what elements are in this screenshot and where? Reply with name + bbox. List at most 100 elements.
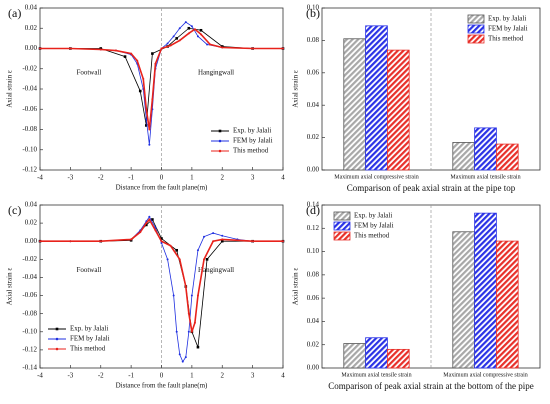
legend-swatch bbox=[467, 14, 485, 24]
y-tick-label: -0.02 bbox=[22, 64, 37, 72]
y-tick-label: 0.08 bbox=[307, 270, 320, 278]
marker bbox=[193, 321, 196, 324]
y-tick-label: 0.04 bbox=[25, 201, 38, 209]
y-tick-label: 0.00 bbox=[25, 44, 38, 52]
bar bbox=[386, 348, 410, 369]
x-tick-label: Maximum axial tensile strain bbox=[450, 174, 520, 180]
legend-label: Exp. by Jalali bbox=[488, 15, 526, 23]
series-line bbox=[40, 216, 283, 363]
x-tick-label: 3 bbox=[251, 174, 255, 182]
legend-label: FEM by Jalali bbox=[233, 137, 273, 145]
legend-swatch bbox=[467, 34, 485, 44]
marker bbox=[99, 240, 102, 243]
y-tick-label: 0.06 bbox=[307, 68, 320, 76]
x-tick-label: 4 bbox=[281, 174, 285, 182]
y-axis-label: Axial strain ε bbox=[6, 268, 14, 306]
marker bbox=[130, 238, 133, 241]
marker bbox=[181, 360, 184, 363]
x-tick-label: 2 bbox=[221, 174, 225, 182]
marker bbox=[251, 47, 254, 50]
legend-label: FEM by Jalali bbox=[488, 25, 528, 33]
marker bbox=[39, 47, 41, 50]
x-tick-label: Maximum axial tensile strain bbox=[341, 372, 411, 378]
y-tick-label: -0.14 bbox=[22, 364, 37, 372]
legend-label: Exp. by Jalali bbox=[70, 325, 108, 333]
marker bbox=[196, 249, 199, 252]
marker bbox=[196, 345, 200, 349]
y-tick-label: 0.00 bbox=[25, 237, 38, 245]
marker bbox=[175, 37, 178, 40]
marker bbox=[184, 356, 187, 359]
y-tick-label: 0.04 bbox=[307, 101, 320, 109]
marker bbox=[151, 218, 154, 221]
y-tick-label: 0.02 bbox=[307, 133, 320, 141]
y-tick-label: 0.00 bbox=[307, 364, 320, 372]
marker bbox=[190, 25, 193, 28]
bar bbox=[343, 343, 366, 369]
marker bbox=[178, 27, 181, 30]
legend-label: Exp. by Jalali bbox=[354, 212, 392, 220]
legend-swatch bbox=[333, 221, 351, 231]
marker bbox=[148, 128, 151, 131]
bar bbox=[386, 49, 410, 171]
panel-label: (b) bbox=[306, 6, 320, 20]
marker bbox=[148, 215, 151, 218]
bar bbox=[474, 127, 497, 171]
marker bbox=[212, 240, 215, 243]
marker bbox=[220, 239, 224, 243]
marker bbox=[169, 44, 172, 47]
y-tick-label: -0.04 bbox=[22, 273, 37, 281]
y-tick-label: -0.06 bbox=[22, 291, 37, 299]
marker bbox=[99, 48, 102, 51]
annotation: Footwall bbox=[76, 266, 101, 274]
marker bbox=[154, 229, 157, 232]
y-tick-label: -0.06 bbox=[22, 105, 37, 113]
legend-label: This method bbox=[70, 345, 106, 353]
x-tick-label: -1 bbox=[128, 174, 134, 182]
panel-label: (d) bbox=[306, 203, 320, 217]
panel-label: (c) bbox=[8, 203, 21, 217]
marker bbox=[175, 330, 178, 333]
y-tick-label: 0.08 bbox=[307, 36, 320, 44]
y-tick-label: 0.02 bbox=[25, 219, 38, 227]
marker bbox=[151, 98, 154, 101]
legend-marker bbox=[218, 129, 222, 133]
annotation: Footwall bbox=[76, 68, 101, 76]
marker bbox=[136, 59, 139, 62]
marker bbox=[166, 42, 169, 45]
x-tick-label: 2 bbox=[221, 372, 225, 380]
x-tick-label: -4 bbox=[37, 174, 43, 182]
marker bbox=[160, 240, 163, 243]
marker bbox=[160, 242, 163, 245]
marker bbox=[221, 234, 224, 237]
y-tick-label: -0.12 bbox=[22, 166, 37, 174]
marker bbox=[160, 237, 163, 240]
marker bbox=[138, 89, 142, 93]
marker bbox=[151, 52, 154, 55]
marker bbox=[178, 353, 181, 356]
marker bbox=[184, 285, 187, 288]
bar bbox=[474, 212, 497, 369]
marker bbox=[139, 231, 142, 234]
marker bbox=[221, 238, 224, 241]
marker bbox=[154, 62, 157, 65]
marker bbox=[99, 47, 103, 50]
marker bbox=[190, 330, 193, 333]
marker bbox=[142, 77, 145, 80]
x-tick-label: 3 bbox=[251, 372, 255, 380]
legend-swatch bbox=[467, 24, 485, 34]
legend-label: Exp. by Jalali bbox=[233, 127, 271, 135]
x-tick-label: -2 bbox=[98, 174, 104, 182]
marker bbox=[203, 235, 206, 238]
legend-marker bbox=[55, 347, 59, 351]
marker bbox=[221, 46, 224, 49]
x-tick-label: 1 bbox=[190, 174, 194, 182]
legend-label: FEM by Jalali bbox=[70, 335, 110, 343]
y-tick-label: 0.04 bbox=[307, 317, 320, 325]
y-tick-label: -0.08 bbox=[22, 309, 37, 317]
x-tick-label: 4 bbox=[281, 372, 285, 380]
marker bbox=[145, 118, 148, 121]
marker bbox=[69, 47, 72, 50]
y-tick-label: -0.12 bbox=[22, 345, 37, 353]
